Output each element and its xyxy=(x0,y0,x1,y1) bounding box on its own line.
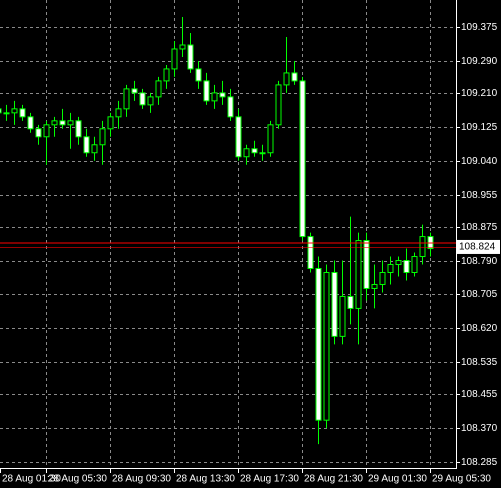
y-tick-label: 108.620 xyxy=(461,323,498,334)
candle-body xyxy=(83,136,90,154)
x-tick-label: 29 Aug 01:30 xyxy=(368,474,427,485)
candle-body xyxy=(123,88,130,110)
candle-body xyxy=(211,92,218,102)
y-tick-label: 109.125 xyxy=(461,122,498,133)
candle-body xyxy=(403,260,410,273)
candle-body xyxy=(371,283,378,289)
y-tick-label: 108.285 xyxy=(461,457,498,468)
y-tick-label: 109.210 xyxy=(461,88,498,99)
x-tick-label: 28 Aug 01:30 xyxy=(2,474,61,485)
candle-body xyxy=(107,116,114,130)
grid xyxy=(0,0,456,468)
candle-body xyxy=(91,144,98,154)
candle-body xyxy=(251,148,258,154)
candle-body xyxy=(179,44,186,50)
candle-body xyxy=(35,128,42,138)
candle-body xyxy=(11,108,18,114)
x-tick-label: 28 Aug 17:30 xyxy=(240,474,299,485)
y-tick-label: 108.370 xyxy=(461,423,498,434)
y-tick-label: 108.535 xyxy=(461,357,498,368)
candle-body xyxy=(3,112,10,115)
candle-body xyxy=(363,240,370,289)
candle-body xyxy=(163,68,170,82)
candle-body xyxy=(235,116,242,158)
y-tick-label: 109.290 xyxy=(461,56,498,67)
candle-body xyxy=(379,271,386,285)
current-price-label: 108.824 xyxy=(459,242,496,253)
candle-body xyxy=(147,96,154,106)
x-tick-label: 28 Aug 13:30 xyxy=(176,474,235,485)
candle-body xyxy=(315,268,322,421)
candle-body xyxy=(187,44,194,70)
candle-body xyxy=(171,48,178,70)
candle-body xyxy=(387,264,394,273)
y-tick-label: 109.040 xyxy=(461,156,498,167)
candle-body xyxy=(227,96,234,118)
candle-body xyxy=(331,271,338,337)
y-tick-label: 109.375 xyxy=(461,22,498,33)
x-tick-label: 29 Aug 05:30 xyxy=(432,474,491,485)
y-tick-label: 108.790 xyxy=(461,256,498,267)
y-tick-label: 108.955 xyxy=(461,190,498,201)
candle-body xyxy=(59,120,66,126)
y-tick-label: 108.455 xyxy=(461,389,498,400)
candle-body xyxy=(323,271,330,421)
candle-body xyxy=(131,88,138,94)
candle-body xyxy=(243,148,250,158)
x-tick-label: 28 Aug 09:30 xyxy=(112,474,171,485)
candle-body xyxy=(259,152,266,155)
candle-body xyxy=(99,128,106,146)
y-tick-label: 108.705 xyxy=(461,289,498,300)
x-tick-label: 28 Aug 05:30 xyxy=(48,474,107,485)
candle-body xyxy=(43,124,50,138)
candle-body xyxy=(203,80,210,102)
candle-body xyxy=(395,260,402,266)
candle-body xyxy=(139,92,146,106)
candle-body xyxy=(0,108,2,114)
candle-body xyxy=(27,116,34,130)
candle-body xyxy=(355,240,362,309)
current-price-box xyxy=(457,239,500,254)
candle-body xyxy=(347,295,354,309)
candle-body xyxy=(75,120,82,138)
candle-body xyxy=(291,72,298,82)
candle-body xyxy=(51,120,58,126)
candle-body xyxy=(339,295,346,337)
candle-body xyxy=(155,80,162,98)
candle-body xyxy=(419,236,426,258)
candle-body xyxy=(219,92,226,98)
candle-body xyxy=(195,68,202,82)
y-tick-label: 108.875 xyxy=(461,222,498,233)
x-tick-label: 28 Aug 21:30 xyxy=(304,474,363,485)
candle-body xyxy=(299,80,306,238)
candle-body xyxy=(115,108,122,118)
candle-body xyxy=(307,236,314,270)
candle-body xyxy=(267,124,274,154)
candle-body xyxy=(19,108,26,118)
candle-body xyxy=(67,120,74,126)
candle-body xyxy=(275,84,282,126)
candle-body xyxy=(411,256,418,273)
candle-body xyxy=(283,72,290,86)
